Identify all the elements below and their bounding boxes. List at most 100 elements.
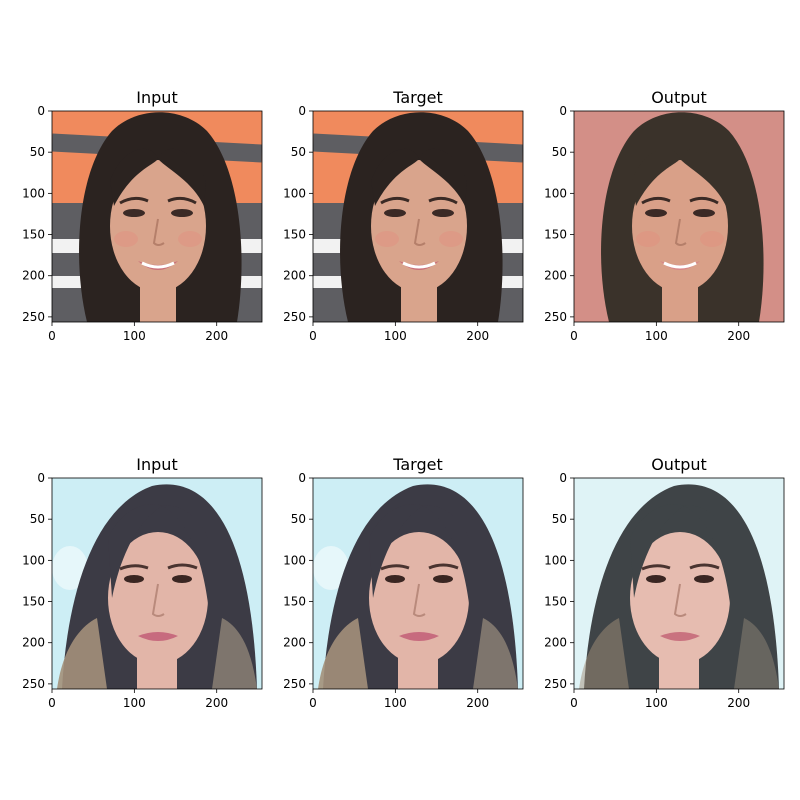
x-tick-label: 100 <box>384 329 407 343</box>
eyebrow <box>380 196 410 205</box>
eye <box>432 209 454 217</box>
teeth <box>663 261 697 269</box>
hair-fringe <box>110 148 158 206</box>
eyebrow <box>689 563 720 570</box>
y-tick-label: 200 <box>283 269 306 283</box>
nose <box>152 218 165 246</box>
x-tick-label: 200 <box>727 696 750 710</box>
y-tick-label: 0 <box>298 104 306 118</box>
y-tick-label: 250 <box>544 310 567 324</box>
x-tick-label: 0 <box>309 329 317 343</box>
hair-fringe <box>369 504 423 598</box>
y-tick-label: 150 <box>283 595 306 609</box>
y-tick-label: 100 <box>283 553 306 567</box>
y-tick-label: 250 <box>544 677 567 691</box>
face <box>110 160 206 292</box>
x-tick-label: 100 <box>123 696 146 710</box>
eye <box>694 575 714 583</box>
hair-highlight <box>318 618 368 689</box>
hair-fringe <box>680 148 728 206</box>
hair-highlight <box>579 618 629 689</box>
hair-highlight <box>734 618 779 689</box>
y-tick-label: 200 <box>544 636 567 650</box>
y-tick-label: 0 <box>559 104 567 118</box>
x-tick-label: 100 <box>123 329 146 343</box>
x-tick-label: 200 <box>466 696 489 710</box>
y-tick-label: 250 <box>283 310 306 324</box>
y-tick-label: 50 <box>30 145 45 159</box>
hair-fringe <box>423 505 469 603</box>
eyebrow <box>689 196 719 205</box>
y-tick-label: 150 <box>22 595 45 609</box>
y-tick-label: 150 <box>544 228 567 242</box>
lips <box>660 632 700 641</box>
y-tick-label: 100 <box>22 186 45 200</box>
hair-fringe <box>371 148 419 206</box>
hair-fringe <box>684 505 730 603</box>
eye <box>123 209 145 217</box>
y-tick-label: 50 <box>552 145 567 159</box>
y-tick-label: 150 <box>283 228 306 242</box>
y-tick-label: 200 <box>283 636 306 650</box>
y-tick-label: 50 <box>552 512 567 526</box>
cheek <box>114 231 138 247</box>
x-tick-label: 200 <box>727 329 750 343</box>
hair-highlight <box>57 618 107 689</box>
portrait-image <box>574 478 784 689</box>
y-tick-label: 100 <box>544 553 567 567</box>
hair-fringe <box>158 148 206 206</box>
hair-fringe <box>630 504 684 598</box>
x-tick-label: 200 <box>466 329 489 343</box>
y-tick-label: 100 <box>22 553 45 567</box>
axes-frame <box>312 477 524 690</box>
panel-title: Input <box>136 455 177 474</box>
y-tick-label: 100 <box>283 186 306 200</box>
axes-frame <box>51 477 263 690</box>
cheek <box>375 231 399 247</box>
x-tick-label: 100 <box>384 696 407 710</box>
y-tick-label: 250 <box>283 677 306 691</box>
axes-frame <box>51 110 263 323</box>
cheek <box>700 231 724 247</box>
y-tick-label: 50 <box>30 512 45 526</box>
eye <box>172 575 192 583</box>
y-tick-label: 150 <box>544 595 567 609</box>
x-tick-label: 100 <box>645 696 668 710</box>
eyebrow <box>641 196 671 205</box>
cheek <box>636 231 660 247</box>
lips <box>399 632 439 641</box>
eyebrow <box>167 196 197 205</box>
hair-fringe <box>108 504 162 598</box>
portrait-image <box>52 111 262 322</box>
eyebrow <box>167 563 198 570</box>
eye <box>645 209 667 217</box>
y-tick-label: 100 <box>544 186 567 200</box>
x-tick-label: 0 <box>570 329 578 343</box>
eye <box>384 209 406 217</box>
panel-title: Target <box>392 88 443 107</box>
hair-fringe <box>419 148 467 206</box>
backdrop-logo <box>313 546 349 590</box>
eye <box>171 209 193 217</box>
x-tick-label: 200 <box>205 329 228 343</box>
y-tick-label: 200 <box>544 269 567 283</box>
portrait-image <box>313 478 523 689</box>
x-tick-label: 0 <box>309 696 317 710</box>
nose <box>151 583 165 617</box>
eye <box>385 575 405 583</box>
y-tick-label: 200 <box>22 269 45 283</box>
teeth <box>141 261 175 269</box>
portrait-image <box>313 111 523 322</box>
eyebrow <box>119 564 149 571</box>
eye <box>124 575 144 583</box>
nose <box>674 218 687 246</box>
cheek <box>439 231 463 247</box>
axes-frame <box>312 110 524 323</box>
eyebrow <box>428 563 459 570</box>
